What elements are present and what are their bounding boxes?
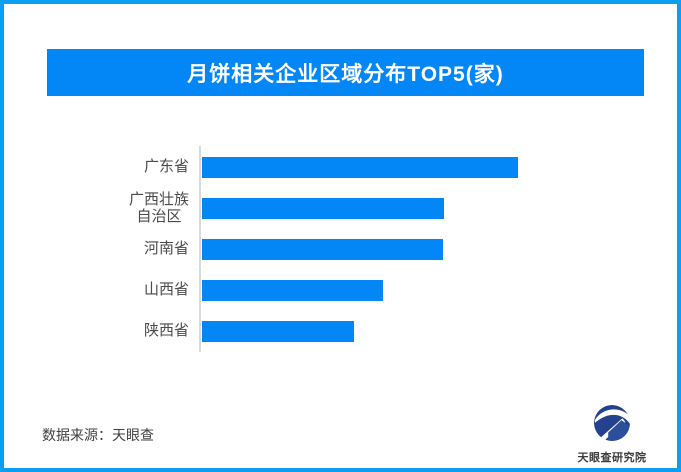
brand-logo-block: 天眼查研究院: [563, 404, 661, 465]
bar-track: [200, 280, 610, 301]
data-source-note: 数据来源：天眼查: [42, 427, 154, 443]
bar-广东省: [202, 157, 518, 178]
y-axis-line: [199, 146, 201, 352]
chart-title-banner: 月饼相关企业区域分布TOP5(家): [47, 49, 644, 96]
tianyancha-eye-logo-icon: [593, 404, 631, 442]
brand-name: 天眼查研究院: [577, 452, 647, 464]
bar-陕西省: [202, 321, 354, 342]
bar-row: 河南省: [50, 229, 610, 270]
bar-track: [200, 321, 610, 342]
category-label: 广东省: [143, 158, 189, 176]
bar-track: [200, 239, 610, 260]
bar-山西省: [202, 280, 383, 301]
chart-title: 月饼相关企业区域分布TOP5(家): [187, 62, 504, 86]
category-label: 山西省: [143, 281, 189, 299]
bar-track: [200, 157, 610, 178]
bar-广西壮族自治区: [202, 198, 444, 219]
bar-row: 广西壮族 自治区: [50, 188, 610, 229]
category-label: 广西壮族 自治区: [128, 191, 189, 225]
category-label: 陕西省: [143, 322, 189, 340]
bar-河南省: [202, 239, 443, 260]
bar-row: 广东省: [50, 147, 610, 188]
bar-row: 山西省: [50, 270, 610, 311]
bar-rows: 广东省广西壮族 自治区河南省山西省陕西省: [50, 147, 610, 352]
bar-row: 陕西省: [50, 311, 610, 352]
bar-chart: 广东省广西壮族 自治区河南省山西省陕西省: [50, 146, 610, 352]
category-label: 河南省: [143, 240, 189, 258]
bar-track: [200, 198, 610, 219]
